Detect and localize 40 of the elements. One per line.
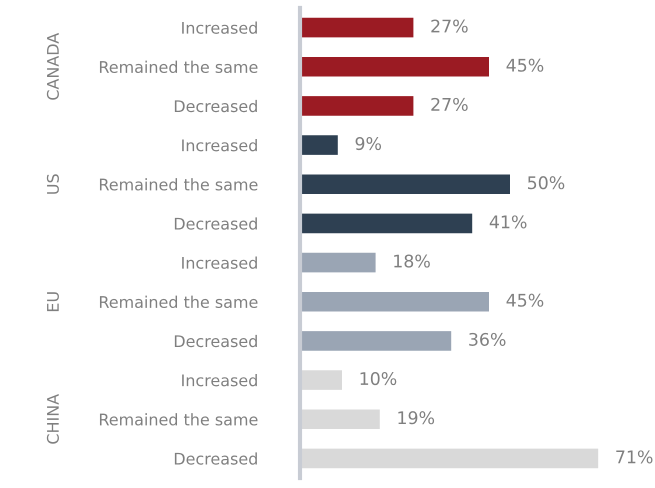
data-label: 27% [431, 19, 468, 33]
bar [300, 135, 338, 155]
y-tick-label: Remained the same [100, 178, 258, 191]
data-label: 19% [398, 411, 434, 424]
bar [300, 409, 380, 430]
bar [300, 252, 376, 272]
y-tick-label: Increased [182, 22, 257, 34]
data-label: 27% [431, 98, 468, 111]
y-tick-label: Decreased [174, 452, 257, 465]
y-tick-label: Decreased [174, 334, 257, 348]
data-label: 41% [490, 215, 526, 228]
bar [300, 18, 414, 38]
y-tick-label: Decreased [174, 217, 257, 230]
data-label: 50% [528, 176, 564, 190]
bar [300, 174, 510, 194]
y-tick-label: Remained the same [100, 296, 258, 308]
y-tick-label: Decreased [174, 100, 257, 112]
bar [300, 56, 489, 77]
text: CHINA [46, 394, 59, 444]
y-tick-label: Remained the same [100, 413, 258, 426]
y-tick-label: Increased [182, 374, 257, 386]
bar [300, 214, 472, 234]
bar [300, 331, 452, 351]
data-label: 36% [469, 332, 506, 346]
data-label: 71% [616, 450, 652, 464]
text: US [46, 174, 59, 194]
text: CANADA [46, 32, 59, 100]
bar [300, 96, 414, 116]
data-label: 18% [394, 254, 430, 268]
data-label: 10% [360, 372, 396, 386]
y-tick-label: Increased [182, 256, 257, 269]
y-tick-label: Increased [182, 139, 257, 152]
y-tick-label: Remained the same [100, 60, 258, 74]
bar [300, 370, 342, 390]
bar [300, 448, 598, 468]
text: EU [47, 292, 59, 312]
bar [300, 292, 489, 312]
data-label: 45% [506, 58, 544, 72]
data-label: 45% [506, 294, 544, 307]
data-label: 9% [356, 136, 382, 150]
